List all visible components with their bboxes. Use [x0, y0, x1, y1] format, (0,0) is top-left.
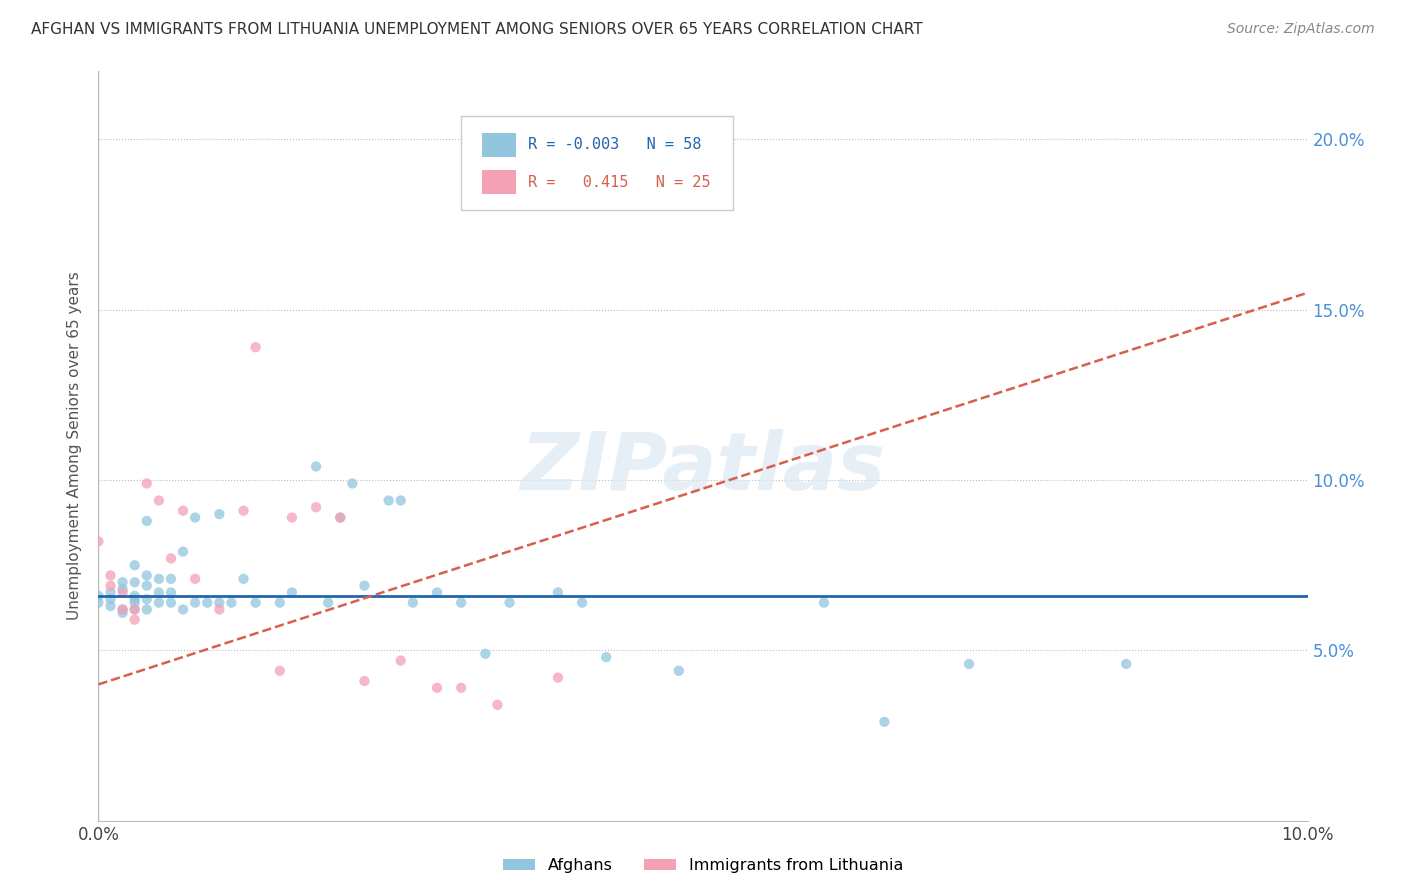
Point — [100, 585, 122, 599]
Point — [148, 493, 170, 508]
Point — [195, 596, 218, 610]
Point — [111, 582, 134, 596]
Point — [571, 596, 593, 610]
Point — [281, 585, 304, 599]
Point — [124, 602, 146, 616]
Point — [547, 671, 569, 685]
Point — [135, 514, 157, 528]
Point — [873, 714, 896, 729]
Point — [111, 575, 134, 590]
Point — [87, 589, 110, 603]
Point — [668, 664, 690, 678]
Point — [813, 596, 835, 610]
Point — [329, 510, 352, 524]
Point — [135, 579, 157, 593]
Legend: Afghans, Immigrants from Lithuania: Afghans, Immigrants from Lithuania — [496, 852, 910, 880]
Point — [389, 654, 412, 668]
Point — [269, 664, 291, 678]
Point — [426, 585, 449, 599]
Point — [377, 493, 399, 508]
Point — [111, 585, 134, 599]
Point — [353, 579, 375, 593]
Point — [498, 596, 520, 610]
Text: Source: ZipAtlas.com: Source: ZipAtlas.com — [1227, 22, 1375, 37]
Point — [124, 589, 146, 603]
Point — [281, 510, 304, 524]
Point — [172, 544, 194, 558]
Point — [184, 510, 207, 524]
Point — [160, 572, 183, 586]
Point — [87, 534, 110, 549]
Bar — [482, 170, 516, 194]
Point — [124, 575, 146, 590]
Point — [450, 681, 472, 695]
Point — [160, 596, 183, 610]
Point — [111, 602, 134, 616]
Text: R = -0.003   N = 58: R = -0.003 N = 58 — [527, 137, 702, 153]
Point — [172, 602, 194, 616]
Point — [426, 681, 449, 695]
Point — [474, 647, 496, 661]
Point — [269, 596, 291, 610]
Point — [1115, 657, 1137, 671]
Point — [148, 572, 170, 586]
Point — [329, 510, 352, 524]
Point — [316, 596, 339, 610]
Point — [135, 476, 157, 491]
FancyBboxPatch shape — [461, 116, 734, 210]
Point — [245, 596, 267, 610]
Point — [342, 476, 364, 491]
Point — [87, 596, 110, 610]
Point — [305, 459, 328, 474]
Point — [148, 596, 170, 610]
Point — [124, 613, 146, 627]
Point — [389, 493, 412, 508]
Point — [100, 579, 122, 593]
Point — [353, 673, 375, 688]
Point — [160, 551, 183, 566]
Point — [148, 585, 170, 599]
Point — [100, 592, 122, 607]
Point — [100, 568, 122, 582]
Point — [402, 596, 425, 610]
Point — [208, 507, 231, 521]
Point — [135, 568, 157, 582]
Point — [450, 596, 472, 610]
Point — [184, 572, 207, 586]
Point — [111, 606, 134, 620]
Point — [184, 596, 207, 610]
Point — [111, 602, 134, 616]
Text: AFGHAN VS IMMIGRANTS FROM LITHUANIA UNEMPLOYMENT AMONG SENIORS OVER 65 YEARS COR: AFGHAN VS IMMIGRANTS FROM LITHUANIA UNEM… — [31, 22, 922, 37]
Point — [208, 596, 231, 610]
Text: ZIPatlas: ZIPatlas — [520, 429, 886, 508]
Point — [957, 657, 980, 671]
Point — [305, 500, 328, 515]
Point — [221, 596, 243, 610]
Point — [486, 698, 509, 712]
Point — [160, 585, 183, 599]
Point — [232, 504, 254, 518]
Point — [135, 592, 157, 607]
Point — [595, 650, 617, 665]
Point — [124, 558, 146, 573]
Point — [135, 602, 157, 616]
Point — [245, 340, 267, 354]
Bar — [482, 133, 516, 157]
Y-axis label: Unemployment Among Seniors over 65 years: Unemployment Among Seniors over 65 years — [67, 272, 83, 620]
Text: R =   0.415   N = 25: R = 0.415 N = 25 — [527, 175, 710, 190]
Point — [100, 599, 122, 613]
Point — [124, 592, 146, 607]
Point — [547, 585, 569, 599]
Point — [124, 596, 146, 610]
Point — [208, 602, 231, 616]
Point — [124, 602, 146, 616]
Point — [172, 504, 194, 518]
Point — [232, 572, 254, 586]
